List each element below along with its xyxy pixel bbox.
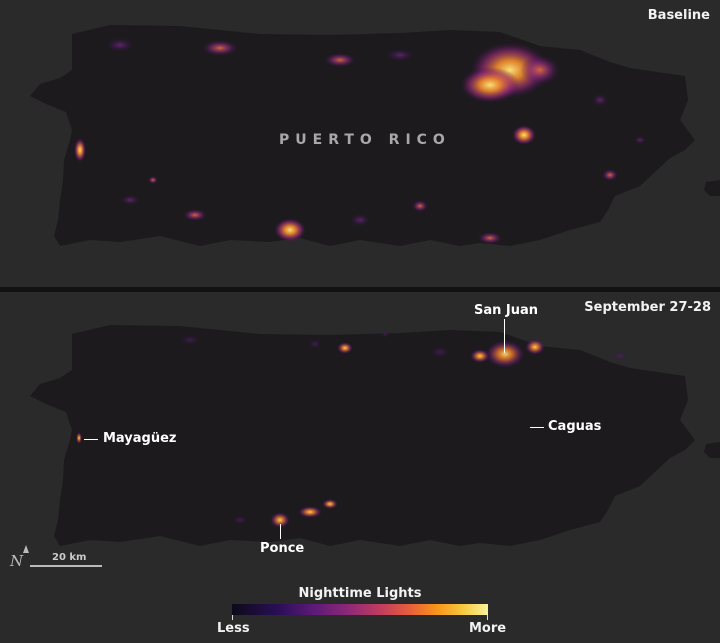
city-label-mayaguez: Mayagüez — [103, 431, 177, 446]
country-label: PUERTO RICO — [279, 132, 451, 148]
legend-tick-min — [232, 615, 233, 620]
san-juan-leader-line — [504, 319, 505, 353]
city-label-ponce: Ponce — [260, 541, 305, 556]
city-label-san-juan: San Juan — [474, 303, 539, 318]
baseline-map-panel: Baseline PUERTO RICO — [0, 0, 720, 287]
date-label: September 27-28 — [584, 300, 711, 315]
north-symbol: N — [10, 552, 24, 570]
vieques-island — [704, 180, 720, 196]
ponce-leader-line — [280, 524, 281, 539]
panel-divider — [0, 287, 720, 292]
legend-color-ramp — [232, 604, 488, 615]
post-storm-map-panel: September 27-28 San Juan Mayagüez Caguas… — [0, 292, 720, 578]
legend-tick-max — [487, 615, 488, 620]
puerto-rico-landmass — [30, 325, 695, 546]
puerto-rico-post-storm-map — [30, 325, 720, 546]
caguas-leader-line — [530, 427, 544, 428]
baseline-label: Baseline — [647, 8, 710, 23]
scale-bar: N 20 km — [10, 545, 110, 575]
legend-title: Nighttime Lights — [298, 586, 422, 601]
legend-min-label: Less — [217, 621, 250, 636]
scale-line — [30, 565, 102, 567]
north-arrow-icon — [23, 545, 29, 553]
vieques-island — [704, 442, 720, 458]
legend-max-label: More — [469, 621, 507, 636]
city-label-caguas: Caguas — [548, 419, 602, 434]
scale-distance-label: 20 km — [52, 552, 87, 563]
mayaguez-leader-line — [84, 439, 98, 440]
puerto-rico-baseline-map — [30, 25, 720, 246]
